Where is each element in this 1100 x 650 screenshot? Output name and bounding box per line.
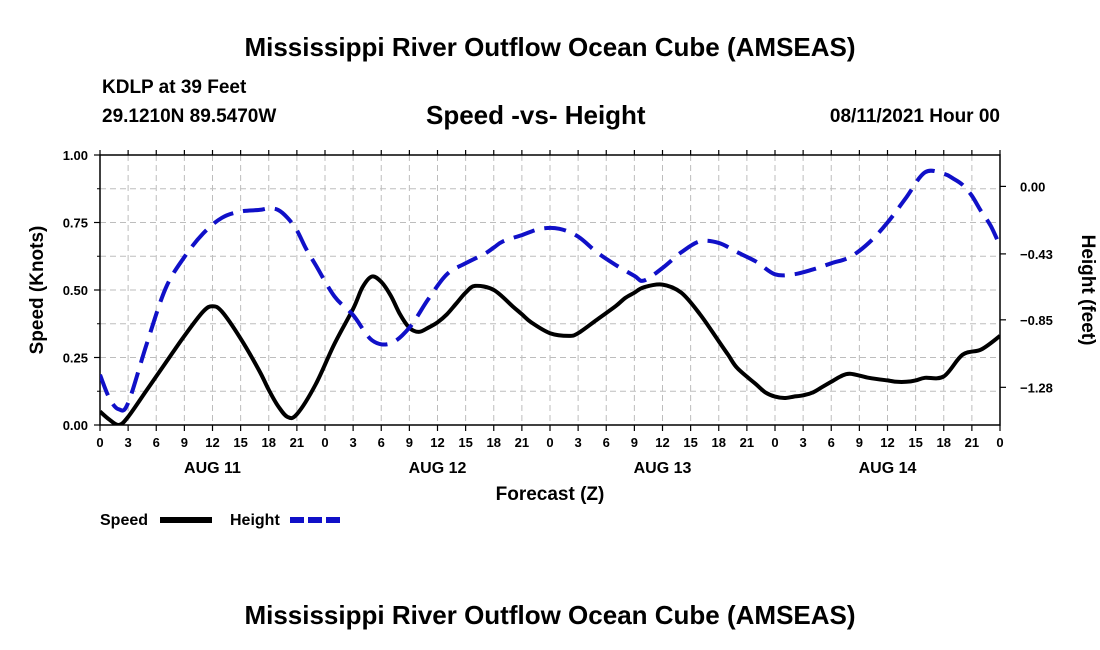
x-tick-label: 9 (631, 435, 638, 450)
x-tick-label: 18 (262, 435, 276, 450)
y-left-tick-label: 0.50 (63, 283, 88, 298)
x-tick-label: 6 (378, 435, 385, 450)
y-right-axis-title: Height (feet) (1077, 235, 1098, 346)
x-tick-label: 18 (712, 435, 726, 450)
x-tick-label: 9 (856, 435, 863, 450)
x-tick-label: 6 (828, 435, 835, 450)
x-tick-label: 0 (996, 435, 1003, 450)
x-tick-label: 12 (655, 435, 669, 450)
y-left-tick-label: 0.75 (63, 216, 88, 231)
x-tick-label: 15 (683, 435, 697, 450)
x-day-label: AUG 12 (409, 460, 467, 477)
x-tick-label: 15 (908, 435, 922, 450)
coordinates-label: 29.1210N 89.5470W (102, 106, 277, 127)
x-tick-label: 9 (181, 435, 188, 450)
speed-height-chart: 0 3 6 9 12 15 18 21 0 3 6 9 12 15 18 21 0 3 6 9 12 15 18 21 0 3 6 9… (27, 148, 1098, 529)
legend-speed-label: Speed (100, 512, 148, 529)
station-label: KDLP at 39 Feet (102, 77, 247, 98)
x-tick-label: 0 (321, 435, 328, 450)
x-tick-label: 3 (800, 435, 807, 450)
x-tick-label: 0 (546, 435, 553, 450)
series-line-height (100, 168, 1000, 413)
grid (100, 155, 1000, 425)
x-day-label: AUG 14 (859, 460, 917, 477)
x-tick-label: 6 (153, 435, 160, 450)
x-tick-label: 18 (937, 435, 951, 450)
x-day-label: AUG 13 (634, 460, 692, 477)
x-axis-title: Forecast (Z) (496, 484, 605, 505)
chart-subtitle: Speed -vs- Height (426, 100, 646, 130)
series-lines (100, 168, 1000, 425)
x-tick-label: 12 (205, 435, 219, 450)
y-right-tick-label: −1.28 (1020, 380, 1053, 395)
x-tick-label: 0 (96, 435, 103, 450)
forecast-datetime: 08/11/2021 Hour 00 (829, 106, 1000, 127)
chart-title-top: Mississippi River Outflow Ocean Cube (AM… (244, 32, 856, 62)
x-tick-label: 3 (125, 435, 132, 450)
x-tick-label: 21 (740, 435, 754, 450)
chart-title-bottom: Mississippi River Outflow Ocean Cube (AM… (244, 600, 856, 630)
x-tick-label: 15 (458, 435, 472, 450)
y-left-tick-label: 1.00 (63, 148, 88, 163)
y-right-tick-label: −0.43 (1020, 247, 1053, 262)
x-tick-label: 12 (430, 435, 444, 450)
x-tick-label: 9 (406, 435, 413, 450)
y-left-axis-title: Speed (Knots) (27, 226, 48, 355)
legend-height-label: Height (230, 512, 280, 529)
x-tick-label: 6 (603, 435, 610, 450)
y-right-tick-label: −0.85 (1020, 313, 1053, 328)
axes (94, 150, 1006, 431)
x-tick-label: 15 (233, 435, 247, 450)
axis-labels: 0 3 6 9 12 15 18 21 0 3 6 9 12 15 18 21 0 3 6 9 12 15 18 21 0 3 6 9… (27, 148, 1098, 505)
y-left-tick-label: 0.25 (63, 351, 88, 366)
x-tick-label: 21 (515, 435, 529, 450)
x-tick-label: 18 (487, 435, 501, 450)
legend: Speed Height (100, 512, 342, 529)
x-tick-label: 3 (350, 435, 357, 450)
series-line-speed (100, 274, 1000, 425)
x-day-label: AUG 11 (184, 460, 241, 477)
x-tick-label: 3 (575, 435, 582, 450)
x-tick-label: 21 (965, 435, 979, 450)
x-tick-label: 0 (771, 435, 778, 450)
y-left-tick-label: 0.00 (63, 418, 88, 433)
x-tick-label: 21 (290, 435, 304, 450)
x-tick-label: 12 (880, 435, 894, 450)
y-right-tick-label: 0.00 (1020, 179, 1045, 194)
